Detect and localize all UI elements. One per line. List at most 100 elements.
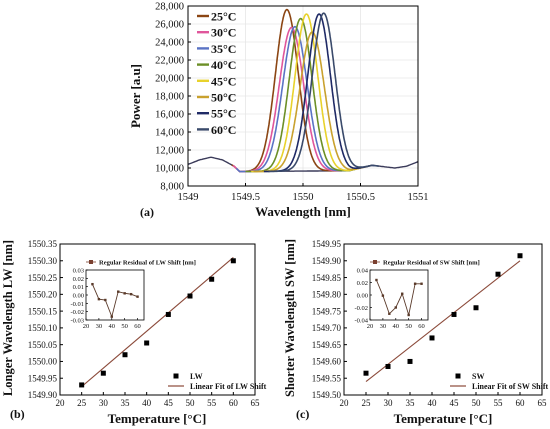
panel-b-y-tick-label: 1549.90 (28, 390, 58, 400)
panel-b-fit-segment (81, 257, 234, 388)
panel-b-y-ticks: 1549.90 1549.95 1550.00 1550.05 1550.10 1550.… (28, 239, 63, 400)
panel-c-data-point (473, 305, 479, 311)
panel-c-legend-series-label: SW (472, 372, 484, 381)
panel-b-y-tick-label: 1550.20 (28, 290, 58, 300)
panel-b-inset-x-tick-label: 20 (83, 323, 90, 330)
panel-b-inset-frame (85, 269, 145, 321)
panel-c-x-tick-label: 20 (340, 398, 350, 408)
panel-c-x-tick-label: 65 (538, 398, 548, 408)
panel-a-legend-label: 40°C (211, 58, 236, 72)
panel-a-y-tick-label: 10,000 (155, 164, 184, 175)
panel-b-data-point (122, 352, 128, 358)
panel-a-x-tick-label: 1550 (293, 192, 314, 203)
panel-b-legend-fit-label: Linear Fit of LW Shift (190, 382, 267, 391)
panel-b-x-tick-label: 35 (121, 398, 131, 408)
panel-a-y-tick-label: 18,000 (155, 92, 184, 103)
panel-c-inset-residual-point (381, 294, 385, 297)
panel-b-data-point (230, 258, 236, 264)
panel-c-y-tick-label: 1549.90 (312, 256, 342, 266)
panel-c-inset-residual-point (375, 278, 378, 282)
panel-c-inset-x-tick-label: 20 (367, 323, 374, 330)
panel-c-inset-residual-point (407, 313, 410, 317)
panel-c-data-point (429, 335, 435, 341)
panel-b-inset-legend-label: Regular Residual of LW Shift [nm] (99, 260, 196, 267)
panel-a-x-tick-label: 1549 (178, 192, 199, 203)
panel-b-inset-y-tick-label: 0.01 (73, 284, 84, 291)
panel-c-x-tick-label: 40 (428, 398, 438, 408)
panel-a-legend-label: 45°C (211, 74, 236, 88)
panel-b-inset-x-tick-label: 50 (121, 323, 128, 330)
panel-b-x-tick-label: 65 (251, 398, 261, 408)
panel-c-inset-y-tick-label: 0.00 (357, 293, 368, 300)
panel-a-legend-label: 25°C (211, 10, 236, 24)
panel-a-x-tick-label: 1549.5 (231, 192, 260, 203)
panel-b-inset-x-tick-label: 30 (96, 323, 103, 330)
panel-a-baseline-curve (187, 156, 419, 173)
panel-a-y-tick-label: 28,000 (155, 2, 184, 13)
panel-c-inset-y-tick-label: 0.04 (357, 268, 369, 275)
panel-b-ylabel: Longer Wavelength LW [nm] (1, 240, 15, 396)
panel-b-data-point (209, 276, 215, 282)
panel-c-y-tick-label: 1549.60 (312, 357, 342, 367)
panel-b-data-points (79, 258, 236, 388)
panel-c-inset-x-tick-label: 30 (380, 323, 387, 330)
panel-b-inset-y-tick-label: 0.00 (73, 293, 84, 300)
panel-a-x-tick-label: 1550.5 (346, 192, 375, 203)
panel-c-y-tick-label: 1549.50 (312, 390, 342, 400)
panel-b-x-tick-label: 60 (229, 398, 239, 408)
panel-b-x-tick-label: 30 (99, 398, 109, 408)
panel-b-y-tick-label: 1549.95 (28, 373, 58, 383)
panel-c-y-tick-label: 1549.75 (312, 306, 342, 316)
panel-b-inset-y-tick-label: 0.02 (73, 276, 84, 283)
panel-b-inset-residual-point (117, 290, 120, 293)
panel-c-data-point (407, 358, 413, 364)
panel-b-data-point (144, 340, 150, 346)
panel-c-data-point (451, 311, 457, 317)
panel-b-inset-residual-point (97, 297, 101, 301)
panel-c-inset-residual-line (375, 279, 422, 316)
panel-b-y-tick-label: 1550.35 (28, 239, 58, 249)
panel-b-x-tick-label: 55 (207, 398, 217, 408)
panel-a-legend-label: 30°C (211, 26, 236, 40)
panel-b-inset-y-tick-label: 0.03 (73, 268, 84, 275)
panel-a-legend-label: 50°C (211, 91, 236, 105)
panel-c-y-tick-label: 1549.55 (312, 373, 342, 383)
panel-c-inset-residual-point (413, 282, 417, 285)
panel-b-xlabel: Temperature [°C] (108, 411, 207, 426)
panel-a-x-tick-label: 1551 (408, 192, 429, 203)
panel-c: 1549.50 1549.55 1549.60 1549.65 1549.70 1549.… (283, 239, 548, 426)
panel-a-y-tick-label: 20,000 (155, 74, 184, 85)
panel-c-x-tick-label: 60 (516, 398, 526, 408)
panel-a-x-ticks: 1549 1549.5 1550 1550.5 1551 (178, 183, 429, 203)
panel-c-y-tick-label: 1549.95 (312, 239, 342, 249)
panel-a-legend-label: 55°C (211, 107, 236, 121)
panel-c-y-tick-label: 1549.65 (312, 340, 342, 350)
panel-c-plot-frame (343, 243, 543, 396)
panel-b-y-tick-label: 1550.30 (28, 256, 58, 266)
panel-a-baseline (187, 156, 419, 173)
panel-a-label: (a) (140, 205, 154, 219)
panel-a-y-tick-label: 24,000 (155, 38, 184, 49)
panel-a-y-tick-label: 8,000 (160, 182, 184, 193)
panel-c-inset-y-tick-label: 0.02 (357, 280, 368, 287)
panel-a-y-tick-label: 12,000 (155, 146, 184, 157)
panel-b-y-tick-label: 1550.15 (28, 306, 58, 316)
panel-c-inset-y-tick-label: -0.04 (354, 318, 368, 325)
panel-b-inset-residual-point (129, 292, 133, 296)
panel-b-inset-y-tick-label: -0.03 (70, 318, 84, 325)
panel-c-legend-marker (455, 373, 461, 379)
panel-c-y-tick-label: 1549.80 (312, 290, 342, 300)
panel-c-data-point (363, 370, 369, 376)
panel-b-data-point (165, 311, 171, 317)
panel-a-legend: 25°C 30°C 35°C 40°C 45°C 50°C 55°C 60°C (197, 10, 236, 137)
panel-b: 1549.90 1549.95 1550.00 1550.05 1550.10 1550.… (1, 239, 267, 426)
panel-b-legend-marker (173, 373, 179, 379)
panel-a-y-ticks: 8,000 10,000 12,000 14,000 16,000 18,000 20,00… (155, 2, 191, 193)
panel-a-y-tick-label: 26,000 (155, 20, 184, 31)
panel-c-ylabel: Shorter Wavelength SW [nm] (283, 239, 297, 397)
